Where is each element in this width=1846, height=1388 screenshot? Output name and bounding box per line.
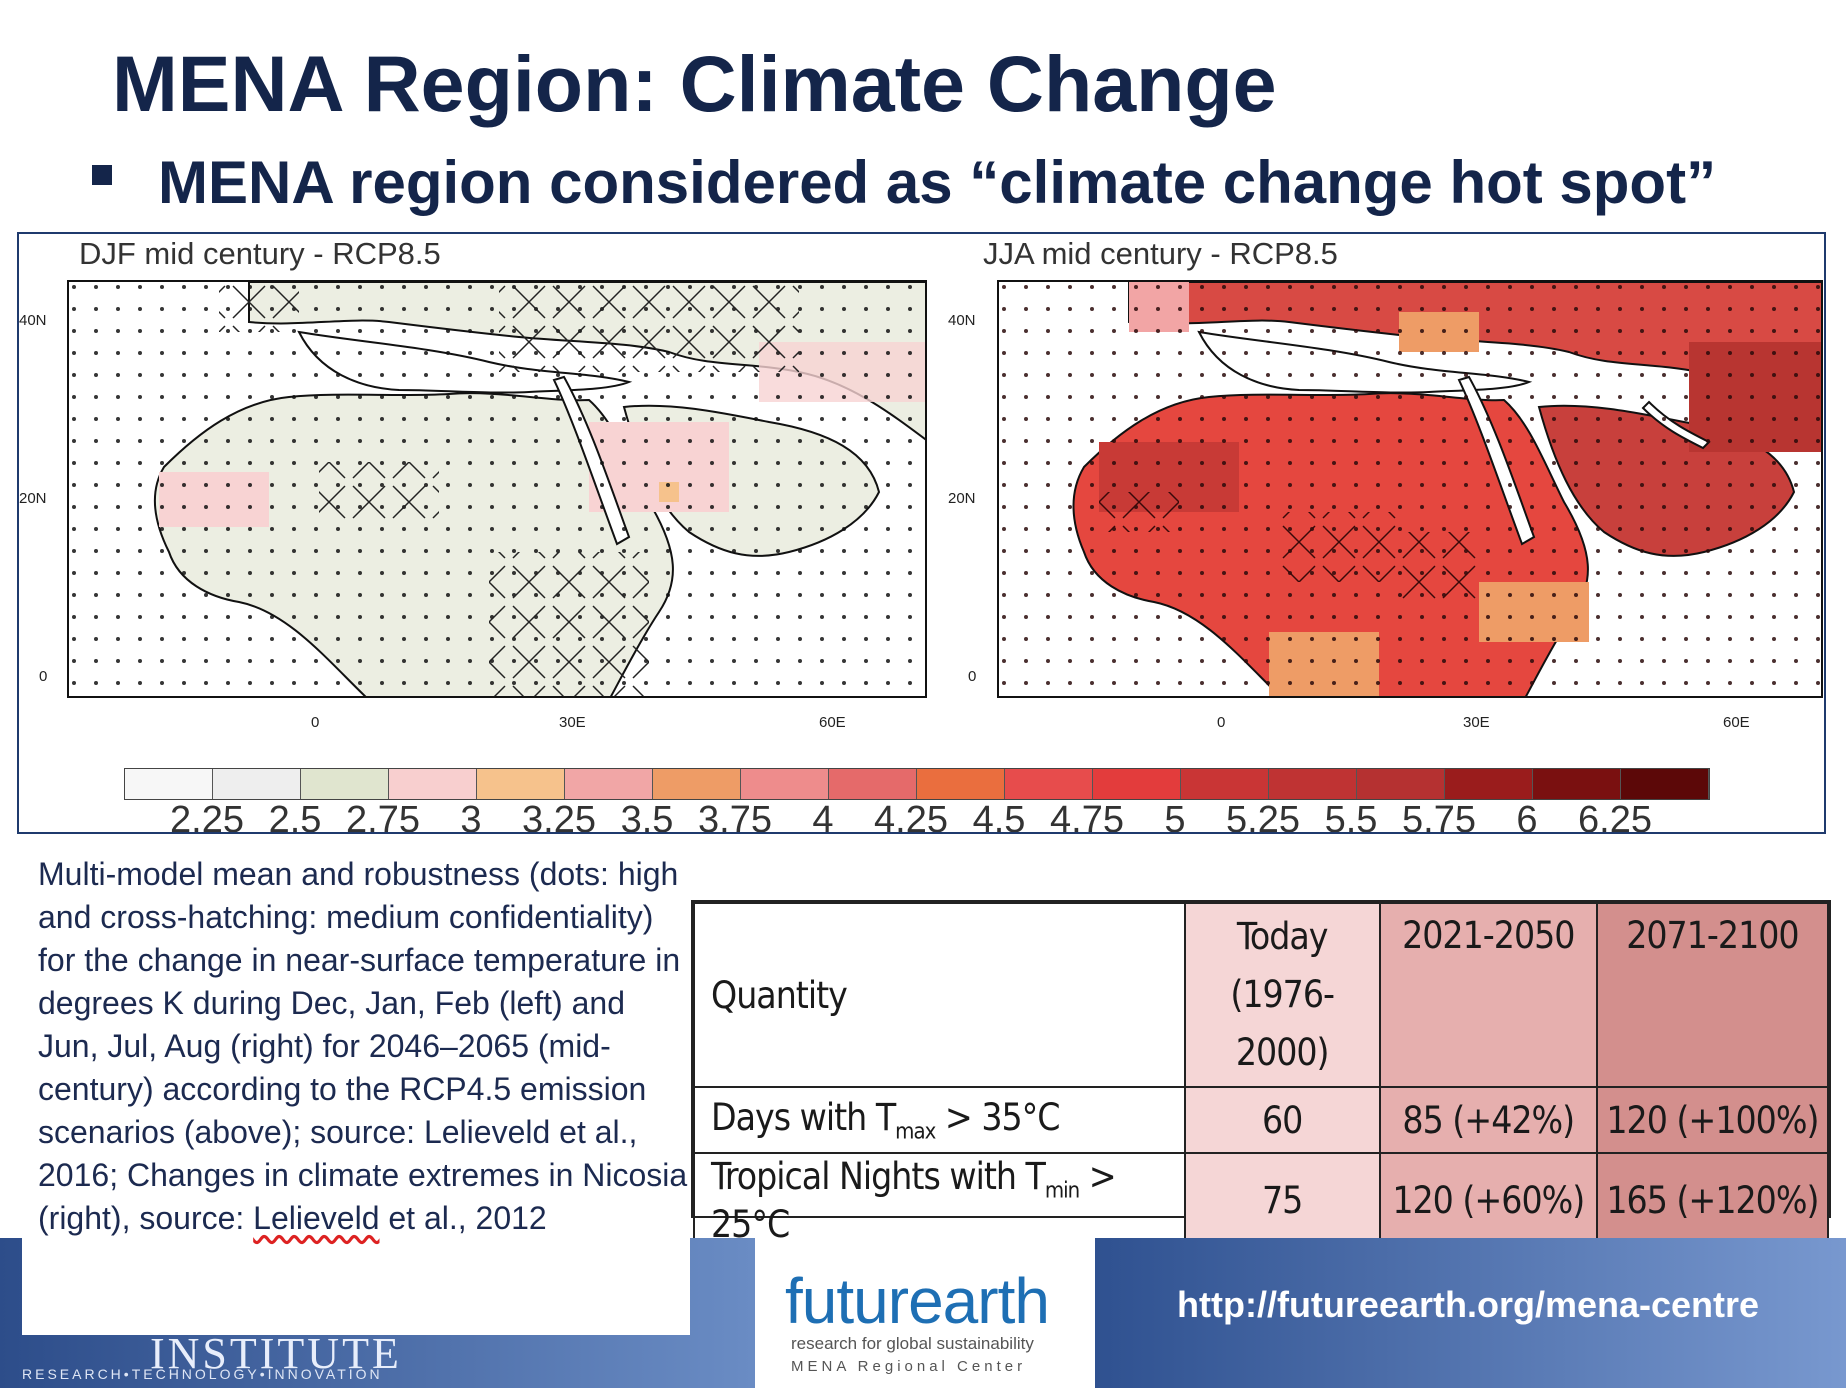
lat-label: 20N [19, 490, 47, 507]
header-today: Today (1976-2000) [1183, 902, 1381, 1088]
map-djf [67, 280, 927, 698]
institute-tagline: RESEARCH•TECHNOLOGY•INNOVATION [22, 1366, 383, 1382]
cell-2021-2050: 120 (+60%) [1378, 1151, 1598, 1250]
climate-extremes-table: Quantity Today (1976-2000) 2021-2050 207… [691, 900, 1831, 1250]
cell-2021-2050: 85 (+42%) [1378, 1086, 1598, 1154]
lat-label: 0 [968, 668, 977, 685]
futureearth-center: MENA Regional Center [791, 1358, 1027, 1375]
bullet-text: MENA region considered as “climate chang… [158, 149, 1717, 216]
cell-today: 75 [1183, 1151, 1381, 1250]
lat-label: 0 [39, 668, 48, 685]
climate-maps-figure: DJF mid century - RCP8.5 40N 20N 0 [17, 232, 1826, 834]
colorbar-swatch [1093, 769, 1181, 799]
header-2021-2050: 2021-2050 [1378, 902, 1598, 1088]
futureearth-subtitle: research for global sustainability [791, 1334, 1034, 1353]
futureearth-logo-text: futurearth [785, 1265, 1050, 1337]
lon-label: 30E [559, 714, 586, 731]
lat-label: 20N [948, 490, 976, 507]
footer: INSTITUTE RESEARCH•TECHNOLOGY•INNOVATION… [0, 1238, 1846, 1388]
colorbar-tick-label: 2.5 [268, 799, 322, 834]
table-row: Tropical Nights with Tmin > 25°C 75 120 … [693, 1151, 1830, 1250]
footer-url-link[interactable]: http://futureearth.org/mena-centre [1177, 1284, 1760, 1325]
colorbar-swatch [565, 769, 653, 799]
table-header-row: Quantity Today (1976-2000) 2021-2050 207… [693, 902, 1830, 1088]
colorbar-tick-label: 6.25 [1578, 799, 1652, 834]
colorbar-tick-label: 5.5 [1324, 799, 1378, 834]
institute-logo-text: INSTITUTE [150, 1329, 402, 1378]
map-jja [997, 280, 1823, 698]
lon-label: 0 [311, 714, 320, 731]
colorbar-swatch [1621, 769, 1709, 799]
colorbar-tick-label: 4.75 [1050, 799, 1124, 834]
colorbar-tick-label: 3.75 [698, 799, 772, 834]
colorbar-swatch [477, 769, 565, 799]
colorbar-tick-label: 3 [460, 799, 482, 834]
colorbar-swatch [125, 769, 213, 799]
colorbar-tick-label: 6 [1516, 799, 1538, 834]
colorbar-tick-label: 5.75 [1402, 799, 1476, 834]
colorbar-swatch [829, 769, 917, 799]
colorbar-tick-label: 3.5 [620, 799, 674, 834]
colorbar-tick-label: 2.75 [346, 799, 420, 834]
lon-label: 60E [1723, 714, 1750, 731]
footer-right-banner: http://futureearth.org/mena-centre [1095, 1238, 1846, 1388]
bullet-point: MENA region considered as “climate chang… [92, 148, 1716, 217]
colorbar-tick-label: 5 [1164, 799, 1186, 834]
lon-label: 60E [819, 714, 846, 731]
slide-title: MENA Region: Climate Change [112, 39, 1277, 128]
colorbar-tick-label: 5.25 [1226, 799, 1300, 834]
row-label: Tropical Nights with Tmin > 25°C [693, 1151, 1186, 1250]
colorbar-swatch [1533, 769, 1621, 799]
colorbar-swatch [1005, 769, 1093, 799]
lon-label: 30E [1463, 714, 1490, 731]
colorbar-tick-label: 3.25 [522, 799, 596, 834]
caption-text: Multi-model mean and robustness (dots: h… [38, 856, 688, 1236]
figure-caption: Multi-model mean and robustness (dots: h… [22, 845, 690, 1335]
cell-2071-2100: 165 (+120%) [1595, 1151, 1830, 1250]
colorbar-swatch [741, 769, 829, 799]
colorbar-swatch [1445, 769, 1533, 799]
colorbar-swatch [653, 769, 741, 799]
colorbar-tick-label: 4.25 [874, 799, 948, 834]
colorbar-swatch [301, 769, 389, 799]
caption-author: Lelieveld [253, 1200, 380, 1236]
map-title-jja: JJA mid century - RCP8.5 [983, 236, 1338, 271]
caption-text-end: et al., 2012 [379, 1200, 547, 1236]
table-row: Days with Tmax > 35°C 60 85 (+42%) 120 (… [693, 1086, 1830, 1154]
futureearth-logo: futurearth research for global sustainab… [755, 1238, 1095, 1388]
map-jja-graphic [999, 282, 1821, 696]
colorbar-tick-label: 2.25 [170, 799, 244, 834]
row-label: Days with Tmax > 35°C [693, 1086, 1186, 1154]
cell-today: 60 [1183, 1086, 1381, 1154]
colorbar-swatch [1357, 769, 1445, 799]
colorbar-swatch [389, 769, 477, 799]
colorbar-tick-label: 4 [812, 799, 834, 834]
map-title-djf: DJF mid century - RCP8.5 [79, 236, 441, 271]
colorbar-swatch [917, 769, 1005, 799]
colorbar-swatch [1269, 769, 1357, 799]
lat-label: 40N [948, 312, 976, 329]
lat-label: 40N [19, 312, 47, 329]
bullet-square-icon [92, 165, 112, 186]
colorbar [124, 768, 1710, 800]
colorbar-swatch [213, 769, 301, 799]
header-quantity: Quantity [693, 902, 1186, 1088]
header-2071-2100: 2071-2100 [1595, 902, 1830, 1088]
lon-label: 0 [1217, 714, 1226, 731]
map-djf-graphic [69, 282, 925, 696]
colorbar-swatch [1181, 769, 1269, 799]
cell-2071-2100: 120 (+100%) [1595, 1086, 1830, 1154]
colorbar-tick-label: 4.5 [972, 799, 1026, 834]
